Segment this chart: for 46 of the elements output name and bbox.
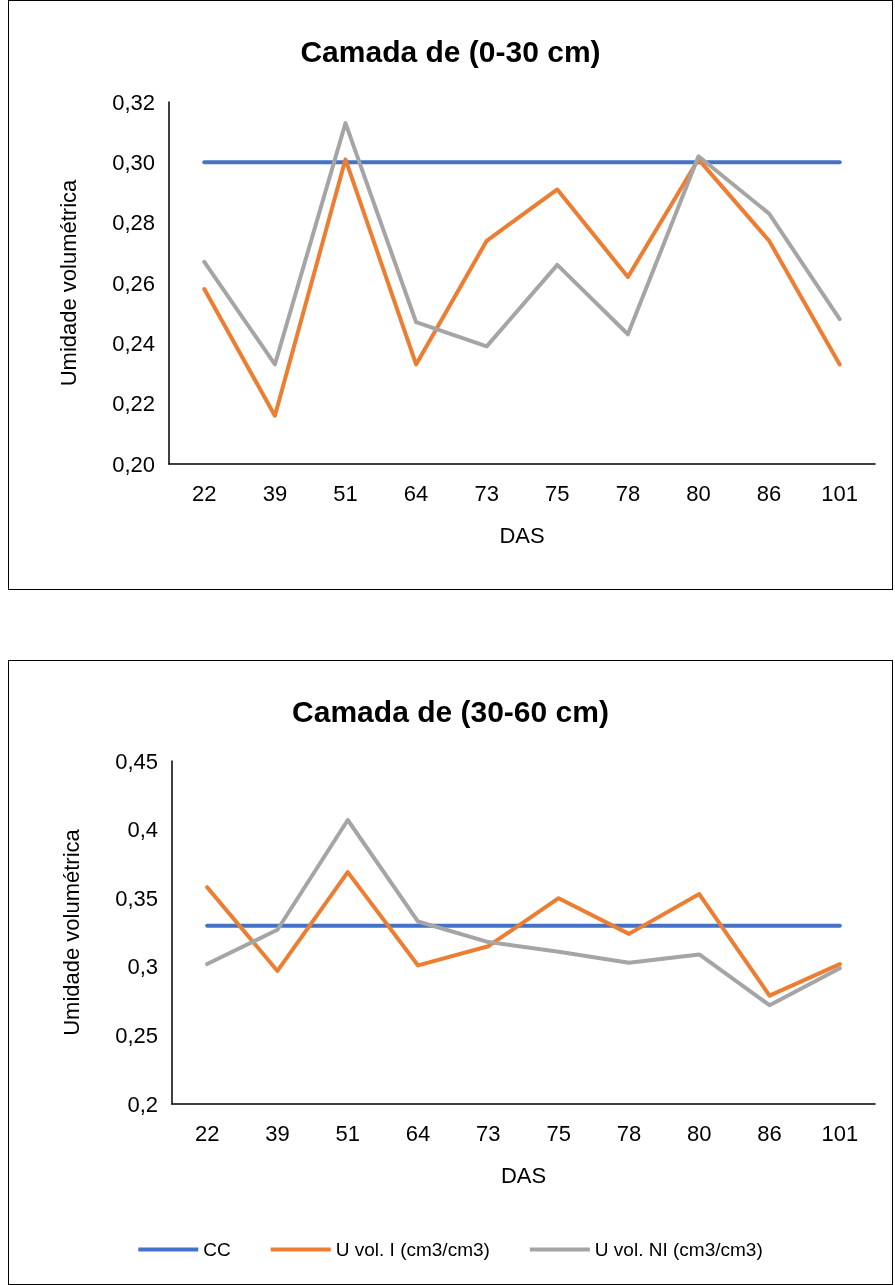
x-tick-label: 64 [403,480,429,506]
y-axis-title: Umidade volumétrica [55,178,81,387]
x-tick-label: 64 [405,1120,431,1146]
chart-title: Camada de (30-60 cm) [292,694,609,728]
x-tick-label: 73 [474,480,499,506]
y-tick-label: 0,26 [112,270,155,296]
x-tick-label: 51 [335,1120,360,1146]
y-tick-label: 0,22 [112,391,155,417]
x-tick-label: 86 [756,480,782,506]
y-tick-label: 0,3 [127,954,158,980]
x-tick-label: 75 [546,1120,571,1146]
x-tick-label: 86 [757,1120,782,1146]
x-tick-label: 101 [821,1120,859,1146]
y-tick-label: 0,45 [115,748,158,774]
x-tick-label: 101 [821,480,859,506]
x-tick-label: 51 [333,480,358,506]
line-series [205,870,842,998]
legend-label: U vol. NI (cm3/cm3) [594,1239,763,1260]
x-tick-label: 73 [476,1120,501,1146]
y-tick-label: 0,24 [112,330,155,356]
x-tick-label: 78 [616,1120,642,1146]
line-series [202,157,842,418]
x-tick-label: 39 [265,1120,290,1146]
y-tick-label: 0,35 [115,885,158,911]
x-axis-title: DAS [499,522,545,548]
legend-label: CC [203,1239,231,1260]
x-tick-label: 75 [545,480,570,506]
x-tick-label: 80 [687,1120,712,1146]
x-tick-label: 80 [686,480,711,506]
line-series [202,121,842,367]
y-tick-label: 0,2 [127,1091,158,1117]
y-tick-label: 0,28 [112,210,155,236]
x-tick-label: 39 [262,480,288,506]
chart-title: Camada de (0-30 cm) [300,34,601,68]
x-tick-label: 22 [194,1120,220,1146]
x-tick-label: 78 [615,480,641,506]
x-tick-label: 22 [192,480,217,506]
y-tick-label: 0,20 [112,451,155,477]
y-tick-label: 0,4 [127,817,158,843]
x-axis-title: DAS [500,1162,547,1188]
y-axis-title: Umidade volumétrica [58,828,84,1036]
y-tick-label: 0,30 [112,149,155,175]
y-tick-label: 0,32 [112,89,155,115]
line-series [205,818,842,1008]
legend-label: U vol. I (cm3/cm3) [335,1239,490,1260]
y-tick-label: 0,25 [115,1022,158,1048]
